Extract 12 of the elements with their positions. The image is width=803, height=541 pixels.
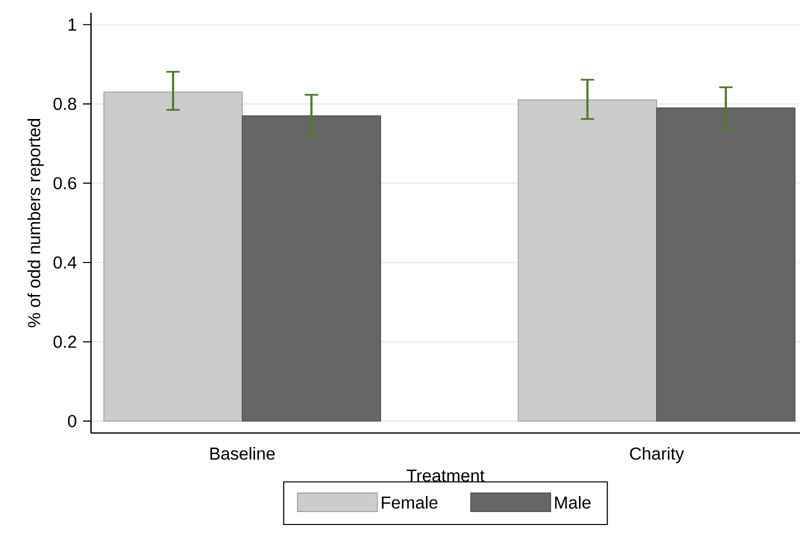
x-axis-title: Treatment [406,470,485,482]
x-tick-label: Charity [630,447,684,464]
legend-label: Female [382,496,438,509]
x-tick-label: Baseline [210,447,275,460]
legend-label: Male [555,496,591,509]
y-tick-label: 1 [68,18,76,31]
y-tick-label: 0.4 [54,256,76,269]
y-tick-label: 0 [68,414,76,428]
y-tick-label: 0.6 [54,177,76,190]
y-tick-label: 0.2 [54,336,76,348]
y-tick-label: 0.8 [54,98,76,110]
y-axis-title: % of odd numbers reported [28,118,44,328]
